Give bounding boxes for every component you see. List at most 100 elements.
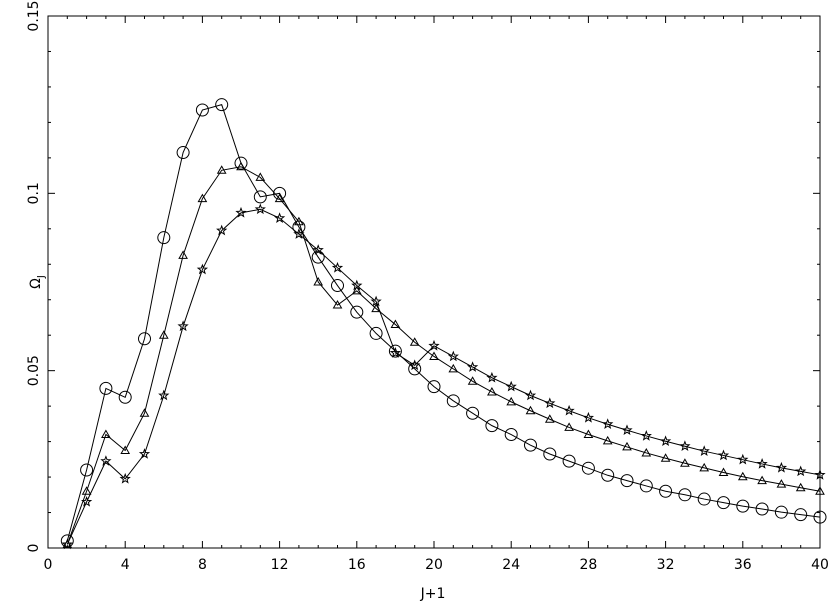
data-point-triangle xyxy=(815,486,825,495)
data-point-triangle xyxy=(332,300,343,309)
data-point-triangle xyxy=(506,396,517,406)
y-axis-label-sub: J xyxy=(36,275,47,279)
data-point-star xyxy=(273,212,286,223)
data-point-star xyxy=(351,279,363,291)
data-point-triangle xyxy=(409,337,420,346)
series-layer xyxy=(60,98,827,550)
data-point-triangle xyxy=(699,462,710,472)
y-tick-label: 0.15 xyxy=(26,0,42,31)
data-point-star xyxy=(621,424,633,436)
data-point-star xyxy=(717,449,730,461)
series-star xyxy=(61,203,826,550)
data-point-star xyxy=(409,359,421,371)
data-point-star xyxy=(563,404,575,416)
data-point-triangle xyxy=(718,467,729,476)
data-point-star xyxy=(486,371,498,383)
data-point-circle xyxy=(466,406,480,420)
data-point-triangle xyxy=(544,414,555,423)
data-point-circle xyxy=(118,390,132,404)
data-point-star xyxy=(602,418,614,430)
data-point-star xyxy=(216,224,228,236)
x-tick-label: 12 xyxy=(271,557,289,573)
data-point-star xyxy=(544,397,556,409)
data-point-triangle xyxy=(583,429,594,439)
data-point-triangle xyxy=(660,453,671,462)
data-point-circle xyxy=(195,103,209,117)
data-point-star xyxy=(814,469,826,480)
data-point-star xyxy=(698,445,710,456)
data-point-triangle xyxy=(390,319,401,329)
data-point-star xyxy=(331,261,344,273)
data-point-circle xyxy=(755,502,769,516)
series-line xyxy=(66,104,821,542)
data-point-circle xyxy=(446,394,460,408)
series-triangle xyxy=(62,161,825,548)
data-point-star xyxy=(428,339,440,351)
data-point-triangle xyxy=(101,429,111,439)
data-point-star xyxy=(119,472,131,484)
data-point-triangle xyxy=(62,539,73,548)
data-point-circle xyxy=(369,326,383,340)
x-tick-label: 32 xyxy=(657,557,675,573)
data-point-triangle xyxy=(139,408,150,417)
data-point-triangle xyxy=(197,193,208,203)
data-point-star xyxy=(775,461,788,473)
data-point-star xyxy=(80,495,93,507)
series-line xyxy=(66,166,821,545)
data-point-circle xyxy=(524,438,537,452)
x-axis-label: J+1 xyxy=(420,586,446,602)
data-point-star xyxy=(582,411,595,423)
data-point-triangle xyxy=(120,445,131,454)
data-point-circle xyxy=(678,488,692,502)
x-tick-label: 36 xyxy=(734,557,752,573)
data-point-triangle xyxy=(294,216,304,226)
data-point-circle xyxy=(504,428,518,442)
y-axis-label-main: Ω xyxy=(28,278,44,289)
y-axis-label: ΩJ xyxy=(28,275,47,289)
data-point-star xyxy=(659,435,672,447)
y-tick-label: 0.05 xyxy=(26,355,42,386)
data-point-circle xyxy=(813,510,827,524)
data-point-circle xyxy=(581,461,595,475)
x-tick-label: 40 xyxy=(811,557,829,573)
y-axis-ticks: 0 0.05 0.1 0.15 xyxy=(26,0,820,552)
data-point-circle xyxy=(388,344,402,358)
data-point-triangle xyxy=(81,486,92,495)
series-circle xyxy=(60,98,827,548)
data-point-circle xyxy=(138,332,151,346)
data-point-star xyxy=(100,455,112,466)
data-point-star xyxy=(196,263,209,275)
x-tick-label: 20 xyxy=(425,557,443,573)
data-point-circle xyxy=(659,484,673,498)
data-point-star xyxy=(505,380,517,392)
data-point-circle xyxy=(774,505,788,519)
data-point-circle xyxy=(99,381,113,395)
data-point-triangle xyxy=(622,441,632,451)
data-point-triangle xyxy=(757,475,767,485)
data-point-circle xyxy=(562,454,576,468)
data-point-triangle xyxy=(487,386,497,396)
data-point-star xyxy=(177,320,189,332)
data-point-circle xyxy=(350,305,364,319)
data-point-triangle xyxy=(776,479,787,488)
data-point-circle xyxy=(543,447,557,461)
data-point-circle xyxy=(697,492,711,506)
data-point-circle xyxy=(620,474,634,488)
x-tick-label: 8 xyxy=(198,557,207,573)
data-point-triangle xyxy=(351,285,362,295)
data-point-circle xyxy=(427,380,441,394)
data-point-triangle xyxy=(448,363,459,373)
data-point-star xyxy=(737,453,749,465)
x-tick-label: 16 xyxy=(348,557,366,573)
data-point-star xyxy=(312,244,324,255)
data-point-circle xyxy=(794,508,808,522)
x-tick-label: 0 xyxy=(44,557,53,573)
y-tick-label: 0.1 xyxy=(26,182,42,204)
data-point-triangle xyxy=(236,161,246,171)
data-point-star xyxy=(756,458,768,469)
data-point-triangle xyxy=(255,172,266,181)
data-point-circle xyxy=(215,98,229,112)
data-point-circle xyxy=(485,419,499,433)
data-point-circle xyxy=(408,362,422,376)
